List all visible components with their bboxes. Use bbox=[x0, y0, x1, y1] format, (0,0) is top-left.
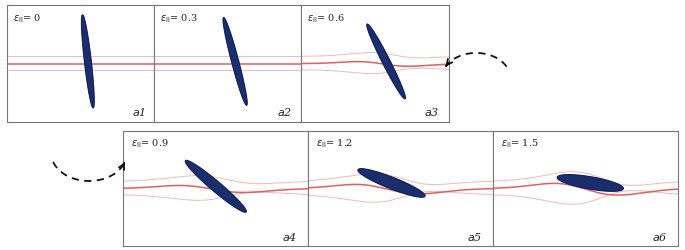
Text: $a$4: $a$4 bbox=[282, 230, 297, 242]
Text: $a$2: $a$2 bbox=[277, 106, 292, 118]
Text: $\varepsilon_{\rm II}$= 1.5: $\varepsilon_{\rm II}$= 1.5 bbox=[501, 137, 538, 150]
Text: $a$1: $a$1 bbox=[132, 106, 145, 118]
Text: $\varepsilon_{\rm II}$= 1.2: $\varepsilon_{\rm II}$= 1.2 bbox=[316, 137, 353, 150]
Text: $a$5: $a$5 bbox=[467, 230, 482, 242]
Polygon shape bbox=[558, 175, 623, 192]
Text: $\varepsilon_{\rm II}$= 0: $\varepsilon_{\rm II}$= 0 bbox=[13, 12, 41, 25]
Polygon shape bbox=[367, 25, 406, 99]
Polygon shape bbox=[82, 16, 94, 108]
Text: $a$3: $a$3 bbox=[425, 106, 440, 118]
Polygon shape bbox=[186, 161, 246, 212]
Polygon shape bbox=[358, 169, 425, 197]
Text: $a$6: $a$6 bbox=[651, 230, 667, 242]
Text: $\varepsilon_{\rm II}$= 0.6: $\varepsilon_{\rm II}$= 0.6 bbox=[308, 12, 345, 25]
Text: $\varepsilon_{\rm II}$= 0.3: $\varepsilon_{\rm II}$= 0.3 bbox=[160, 12, 198, 25]
Text: $\varepsilon_{\rm II}$= 0.9: $\varepsilon_{\rm II}$= 0.9 bbox=[131, 137, 169, 150]
Polygon shape bbox=[223, 18, 247, 106]
